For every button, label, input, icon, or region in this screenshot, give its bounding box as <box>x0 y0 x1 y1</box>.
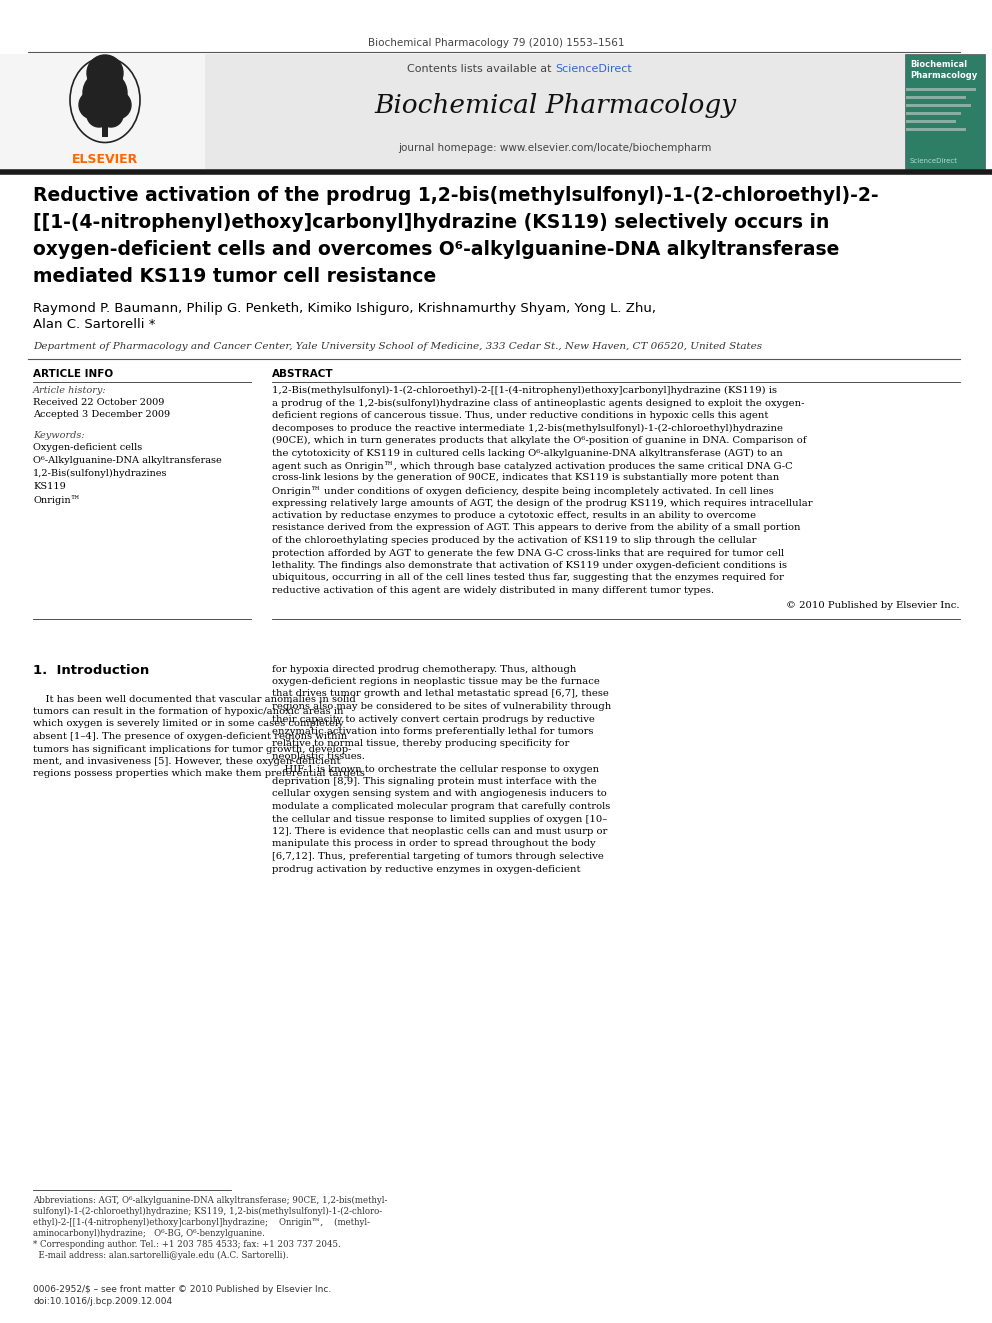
Text: ARTICLE INFO: ARTICLE INFO <box>33 369 113 378</box>
Text: of the chloroethylating species produced by the activation of KS119 to slip thro: of the chloroethylating species produced… <box>272 536 757 545</box>
Text: manipulate this process in order to spread throughout the body: manipulate this process in order to spre… <box>272 840 595 848</box>
Text: Biochemical Pharmacology: Biochemical Pharmacology <box>374 93 736 118</box>
Text: Oxygen-deficient cells: Oxygen-deficient cells <box>33 443 142 452</box>
Bar <box>906 105 971 106</box>
Text: ABSTRACT: ABSTRACT <box>272 369 333 378</box>
Text: ScienceDirect: ScienceDirect <box>555 64 632 74</box>
Circle shape <box>99 103 123 127</box>
Text: activation by reductase enzymes to produce a cytotoxic effect, results in an abi: activation by reductase enzymes to produ… <box>272 511 756 520</box>
Text: deprivation [8,9]. This signaling protein must interface with the: deprivation [8,9]. This signaling protei… <box>272 777 597 786</box>
Text: 0006-2952/$ – see front matter © 2010 Published by Elsevier Inc.: 0006-2952/$ – see front matter © 2010 Pu… <box>33 1285 331 1294</box>
Text: prodrug activation by reductive enzymes in oxygen-deficient: prodrug activation by reductive enzymes … <box>272 864 580 873</box>
Text: decomposes to produce the reactive intermediate 1,2-bis(methylsulfonyl)-1-(2-chl: decomposes to produce the reactive inter… <box>272 423 783 433</box>
Text: regions also may be considered to be sites of vulnerability through: regions also may be considered to be sit… <box>272 703 611 710</box>
Bar <box>906 128 966 131</box>
Bar <box>0 54 205 169</box>
Text: 1.  Introduction: 1. Introduction <box>33 664 149 677</box>
Text: reductive activation of this agent are widely distributed in many different tumo: reductive activation of this agent are w… <box>272 586 714 595</box>
Text: Alan C. Sartorelli *: Alan C. Sartorelli * <box>33 318 156 331</box>
Text: Article history:: Article history: <box>33 386 106 396</box>
Text: relative to normal tissue, thereby producing specificity for: relative to normal tissue, thereby produ… <box>272 740 569 749</box>
Text: for hypoxia directed prodrug chemotherapy. Thus, although: for hypoxia directed prodrug chemotherap… <box>272 664 576 673</box>
Text: Keywords:: Keywords: <box>33 431 84 441</box>
Text: Onrigin™ under conditions of oxygen deficiency, despite being incompletely activ: Onrigin™ under conditions of oxygen defi… <box>272 486 774 496</box>
Text: tumors can result in the formation of hypoxic/anoxic areas in: tumors can result in the formation of hy… <box>33 706 343 716</box>
Bar <box>906 97 966 98</box>
Circle shape <box>87 56 123 91</box>
Circle shape <box>87 103 111 127</box>
Text: Raymond P. Baumann, Philip G. Penketh, Kimiko Ishiguro, Krishnamurthy Shyam, Yon: Raymond P. Baumann, Philip G. Penketh, K… <box>33 302 656 315</box>
Text: 1,2-Bis(methylsulfonyl)-1-(2-chloroethyl)-2-[[1-(4-nitrophenyl)ethoxy]carbonyl]h: 1,2-Bis(methylsulfonyl)-1-(2-chloroethyl… <box>272 386 777 396</box>
Text: resistance derived from the expression of AGT. This appears to derive from the a: resistance derived from the expression o… <box>272 524 801 532</box>
Text: E-mail address: alan.sartorelli@yale.edu (A.C. Sartorelli).: E-mail address: alan.sartorelli@yale.edu… <box>33 1252 289 1259</box>
Text: aminocarbonyl)hydrazine;   O⁶-BG, O⁶-benzylguanine.: aminocarbonyl)hydrazine; O⁶-BG, O⁶-benzy… <box>33 1229 265 1238</box>
Text: a prodrug of the 1,2-bis(sulfonyl)hydrazine class of antineoplastic agents desig: a prodrug of the 1,2-bis(sulfonyl)hydraz… <box>272 398 805 407</box>
Text: ELSEVIER: ELSEVIER <box>71 153 138 165</box>
Text: regions possess properties which make them preferential targets: regions possess properties which make th… <box>33 770 365 778</box>
Text: ScienceDirect: ScienceDirect <box>910 157 958 164</box>
Text: Reductive activation of the prodrug 1,2-bis(methylsulfonyl)-1-(2-chloroethyl)-2-: Reductive activation of the prodrug 1,2-… <box>33 187 879 205</box>
Bar <box>906 112 961 115</box>
Text: protection afforded by AGT to generate the few DNA G-C cross-links that are requ: protection afforded by AGT to generate t… <box>272 549 784 557</box>
Circle shape <box>79 91 107 119</box>
Text: absent [1–4]. The presence of oxygen-deficient regions within: absent [1–4]. The presence of oxygen-def… <box>33 732 347 741</box>
Text: ment, and invasiveness [5]. However, these oxygen-deficient: ment, and invasiveness [5]. However, the… <box>33 757 340 766</box>
Text: expressing relatively large amounts of AGT, the design of the prodrug KS119, whi: expressing relatively large amounts of A… <box>272 499 812 508</box>
Text: 12]. There is evidence that neoplastic cells can and must usurp or: 12]. There is evidence that neoplastic c… <box>272 827 607 836</box>
Text: the cytotoxicity of KS119 in cultured cells lacking O⁶-alkylguanine-DNA alkyltra: the cytotoxicity of KS119 in cultured ce… <box>272 448 783 458</box>
Text: which oxygen is severely limited or in some cases completely: which oxygen is severely limited or in s… <box>33 720 344 729</box>
Text: tumors has significant implications for tumor growth, develop-: tumors has significant implications for … <box>33 745 351 754</box>
Text: enzymatic activation into forms preferentially lethal for tumors: enzymatic activation into forms preferen… <box>272 728 593 736</box>
Text: agent such as Onrigin™, which through base catalyzed activation produces the sam: agent such as Onrigin™, which through ba… <box>272 460 793 471</box>
Text: oxygen-deficient regions in neoplastic tissue may be the furnace: oxygen-deficient regions in neoplastic t… <box>272 677 600 687</box>
Text: Abbreviations: AGT, O⁶-alkylguanine-DNA alkyltransferase; 90CE, 1,2-bis(methyl-: Abbreviations: AGT, O⁶-alkylguanine-DNA … <box>33 1196 387 1205</box>
Text: journal homepage: www.elsevier.com/locate/biochempharm: journal homepage: www.elsevier.com/locat… <box>399 143 711 153</box>
Text: that drives tumor growth and lethal metastatic spread [6,7], these: that drives tumor growth and lethal meta… <box>272 689 609 699</box>
Text: (90CE), which in turn generates products that alkylate the O⁶-position of guanin: (90CE), which in turn generates products… <box>272 437 806 445</box>
Text: Received 22 October 2009: Received 22 October 2009 <box>33 398 165 407</box>
Text: deficient regions of cancerous tissue. Thus, under reductive conditions in hypox: deficient regions of cancerous tissue. T… <box>272 411 769 419</box>
Circle shape <box>83 71 127 115</box>
Text: Biochemical Pharmacology 79 (2010) 1553–1561: Biochemical Pharmacology 79 (2010) 1553–… <box>368 38 624 48</box>
Text: modulate a complicated molecular program that carefully controls: modulate a complicated molecular program… <box>272 802 610 811</box>
Text: ubiquitous, occurring in all of the cell lines tested thus far, suggesting that : ubiquitous, occurring in all of the cell… <box>272 573 784 582</box>
Text: Biochemical
Pharmacology: Biochemical Pharmacology <box>910 60 977 81</box>
Bar <box>205 54 905 169</box>
Text: the cellular and tissue response to limited supplies of oxygen [10–: the cellular and tissue response to limi… <box>272 815 607 823</box>
Text: Department of Pharmacology and Cancer Center, Yale University School of Medicine: Department of Pharmacology and Cancer Ce… <box>33 343 762 351</box>
Text: sulfonyl)-1-(2-chloroethyl)hydrazine; KS119, 1,2-bis(methylsulfonyl)-1-(2-chloro: sulfonyl)-1-(2-chloroethyl)hydrazine; KS… <box>33 1207 382 1216</box>
Text: Onrigin™: Onrigin™ <box>33 495 80 504</box>
Text: Contents lists available at: Contents lists available at <box>407 64 555 74</box>
Text: mediated KS119 tumor cell resistance: mediated KS119 tumor cell resistance <box>33 267 436 286</box>
Text: * Corresponding author. Tel.: +1 203 785 4533; fax: +1 203 737 2045.: * Corresponding author. Tel.: +1 203 785… <box>33 1240 340 1249</box>
Text: lethality. The findings also demonstrate that activation of KS119 under oxygen-d: lethality. The findings also demonstrate… <box>272 561 787 570</box>
Text: oxygen-deficient cells and overcomes O⁶-alkylguanine-DNA alkyltransferase: oxygen-deficient cells and overcomes O⁶-… <box>33 239 839 259</box>
Bar <box>906 89 976 90</box>
Text: doi:10.1016/j.bcp.2009.12.004: doi:10.1016/j.bcp.2009.12.004 <box>33 1297 173 1306</box>
Bar <box>102 123 108 138</box>
Text: HIF-1 is known to orchestrate the cellular response to oxygen: HIF-1 is known to orchestrate the cellul… <box>272 765 599 774</box>
Text: O⁶-Alkylguanine-DNA alkyltransferase: O⁶-Alkylguanine-DNA alkyltransferase <box>33 456 222 464</box>
Text: their capacity to actively convert certain prodrugs by reductive: their capacity to actively convert certa… <box>272 714 595 724</box>
Text: KS119: KS119 <box>33 482 65 491</box>
Circle shape <box>103 91 131 119</box>
Text: © 2010 Published by Elsevier Inc.: © 2010 Published by Elsevier Inc. <box>787 601 960 610</box>
Text: It has been well documented that vascular anomalies in solid: It has been well documented that vascula… <box>33 695 356 704</box>
Text: neoplastic tissues.: neoplastic tissues. <box>272 751 365 761</box>
Text: Accepted 3 December 2009: Accepted 3 December 2009 <box>33 410 170 419</box>
Bar <box>906 120 956 123</box>
Text: cellular oxygen sensing system and with angiogenesis inducers to: cellular oxygen sensing system and with … <box>272 790 607 799</box>
Text: [[1-(4-nitrophenyl)ethoxy]carbonyl]hydrazine (KS119) selectively occurs in: [[1-(4-nitrophenyl)ethoxy]carbonyl]hydra… <box>33 213 829 232</box>
Bar <box>905 54 985 169</box>
Text: [6,7,12]. Thus, preferential targeting of tumors through selective: [6,7,12]. Thus, preferential targeting o… <box>272 852 604 861</box>
Text: cross-link lesions by the generation of 90CE, indicates that KS119 is substantia: cross-link lesions by the generation of … <box>272 474 780 483</box>
Text: ethyl)-2-[[1-(4-nitrophenyl)ethoxy]carbonyl]hydrazine;    Onrigin™,    (methyl-: ethyl)-2-[[1-(4-nitrophenyl)ethoxy]carbo… <box>33 1218 370 1228</box>
Text: 1,2-Bis(sulfonyl)hydrazines: 1,2-Bis(sulfonyl)hydrazines <box>33 468 168 478</box>
